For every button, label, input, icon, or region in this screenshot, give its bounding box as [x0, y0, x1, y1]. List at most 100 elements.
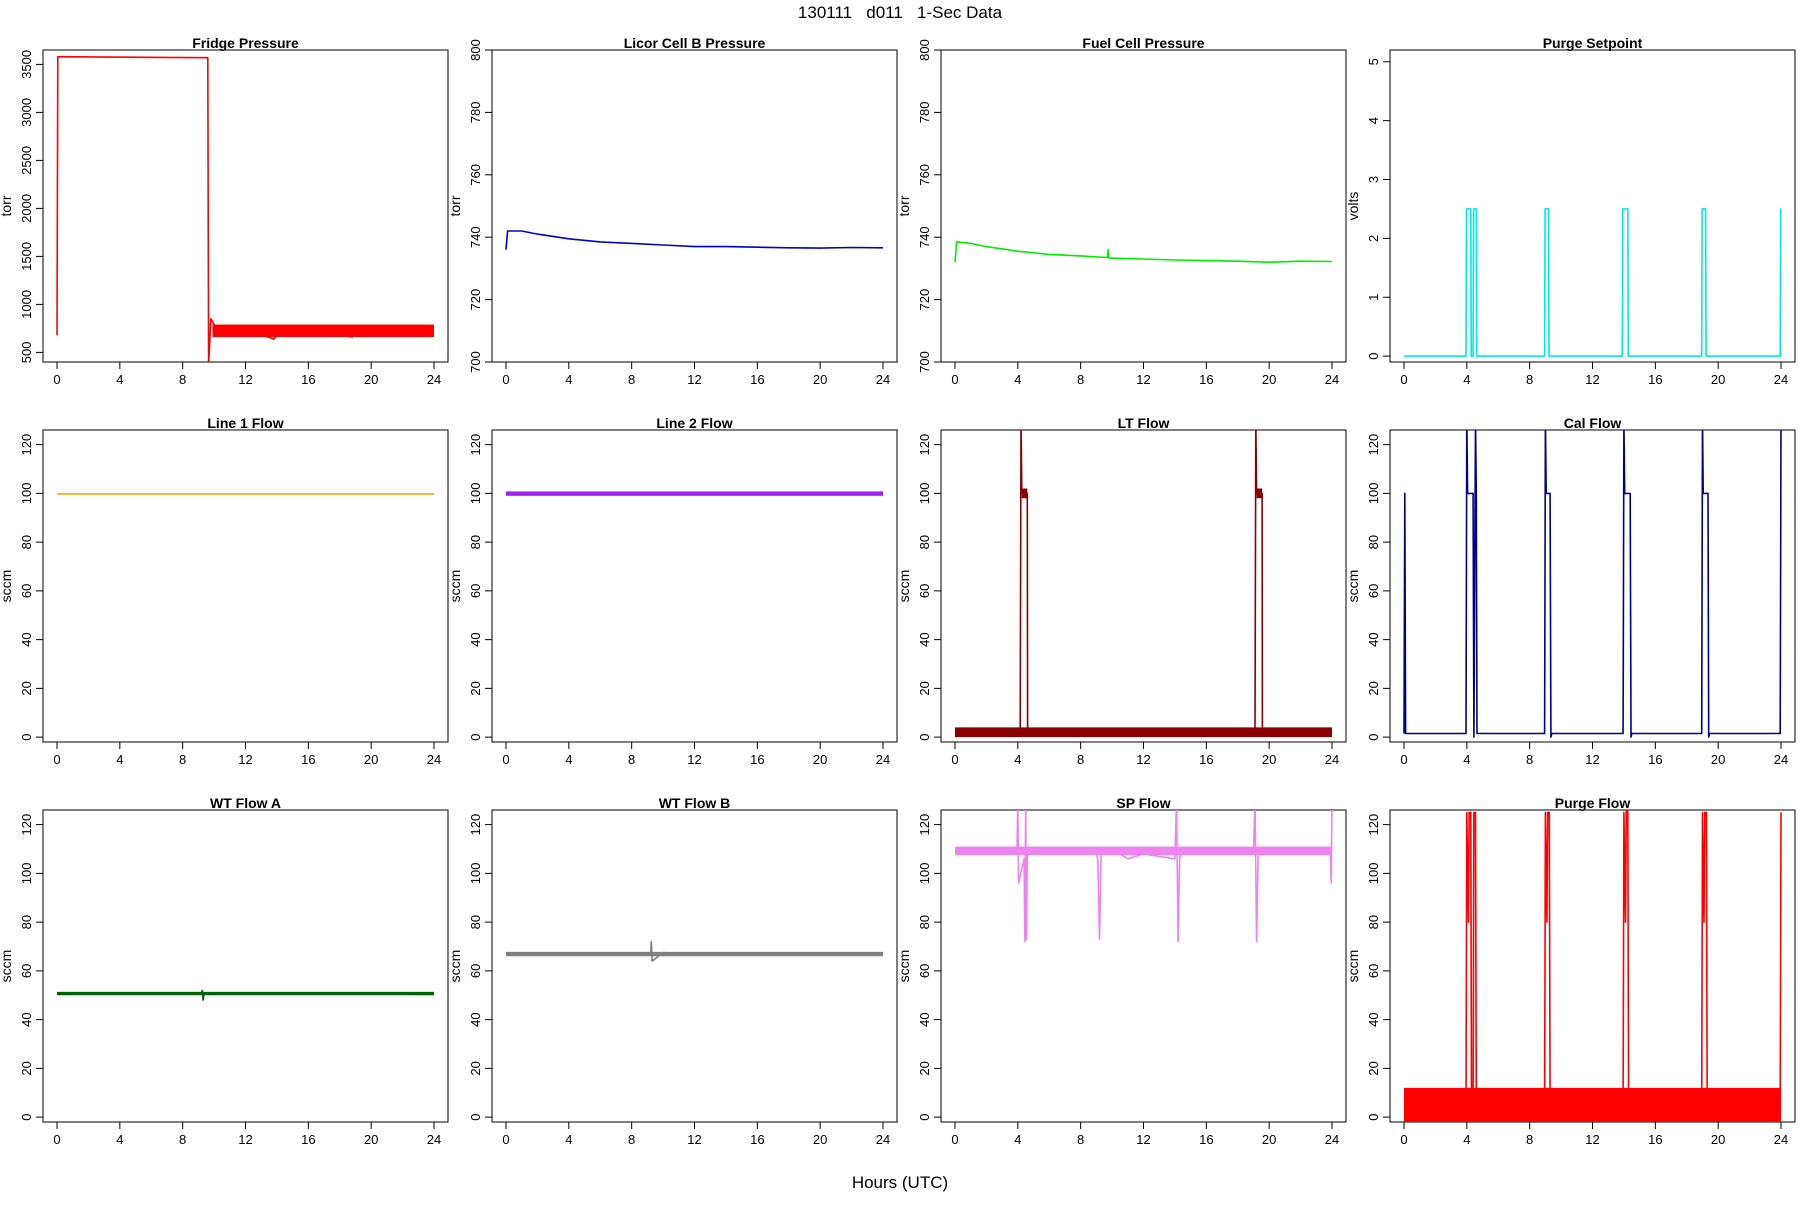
x-tick-label: 20	[364, 1132, 378, 1147]
x-tick-label: 20	[813, 372, 827, 387]
y-tick-label: 800	[468, 39, 483, 61]
x-tick-label: 16	[1648, 1132, 1662, 1147]
plot-frame-purge-setpoint	[1389, 49, 1796, 363]
y-axis-label-fridge-pressure: torr	[0, 195, 14, 216]
x-tick-label: 4	[1014, 372, 1021, 387]
panel-title-wt-flow-b: WT Flow B	[659, 795, 731, 811]
x-tick-label: 4	[1463, 1132, 1470, 1147]
x-tick-label: 8	[628, 752, 635, 767]
y-tick-label: 80	[917, 535, 932, 549]
y-tick-label: 120	[1366, 814, 1381, 836]
x-tick-label: 24	[1325, 752, 1339, 767]
x-tick-label: 8	[1526, 372, 1533, 387]
panel-title-cal-flow: Cal Flow	[1564, 415, 1622, 431]
x-tick-label: 4	[565, 1132, 572, 1147]
x-tick-label: 16	[301, 372, 315, 387]
y-tick-label: 100	[468, 863, 483, 885]
x-tick-label: 16	[301, 1132, 315, 1147]
panel-purge-flow: Purge Flow 0 4 8 12 16 20 24 0 20 40 60 80 100 120 sccm	[1345, 795, 1796, 1147]
panel-wt-flow-b: WT Flow B 0 4 8 12 16 20 24 0 20 40 60 80 100 120 sccm	[447, 795, 898, 1147]
y-tick-label: 60	[1366, 964, 1381, 978]
series-group-purge-setpoint	[1404, 208, 1782, 357]
series-group-licor-cell-b-pressure	[505, 230, 884, 250]
x-tick-label: 8	[1526, 1132, 1533, 1147]
y-tick-label: 2500	[19, 146, 34, 175]
y-tick-label: 60	[19, 964, 34, 978]
x-tick-label: 20	[1711, 372, 1725, 387]
y-tick-label: 5	[1366, 58, 1381, 65]
y-tick-label: 120	[19, 434, 34, 456]
series-line-licor-cell-b-pressure	[505, 230, 884, 250]
y-tick-label: 80	[468, 915, 483, 929]
y-tick-label: 80	[917, 915, 932, 929]
y-tick-label: 120	[19, 814, 34, 836]
y-tick-label: 100	[917, 863, 932, 885]
y-axis-label-purge-setpoint: volts	[1345, 192, 1361, 221]
x-tick-label: 8	[1077, 1132, 1084, 1147]
panel-lt-flow: LT Flow 0 4 8 12 16 20 24 0 20 40 60 80 100 120 sccm	[896, 415, 1347, 767]
x-tick-label: 12	[1136, 372, 1150, 387]
y-tick-label: 20	[1366, 1061, 1381, 1075]
y-tick-label: 120	[468, 434, 483, 456]
x-tick-label: 20	[1262, 372, 1276, 387]
x-tick-label: 8	[1077, 372, 1084, 387]
panel-wt-flow-a: WT Flow A 0 4 8 12 16 20 24 0 20 40 60 80 100 120 sccm	[0, 795, 449, 1147]
y-tick-label: 60	[917, 584, 932, 598]
x-tick-label: 8	[628, 372, 635, 387]
y-tick-label: 760	[468, 164, 483, 186]
series-line-purge-flow	[1404, 810, 1782, 1106]
x-tick-label: 12	[1585, 752, 1599, 767]
y-tick-label: 700	[468, 351, 483, 373]
noise-band	[212, 324, 434, 338]
plot-frame-line-2-flow	[491, 429, 898, 743]
y-tick-label: 60	[917, 964, 932, 978]
x-tick-label: 8	[1526, 752, 1533, 767]
panel-licor-cell-b-pressure: Licor Cell B Pressure 0 4 8 12 16 20 24 700 720 74…	[447, 35, 898, 387]
x-axis-label-box: Hours (UTC)	[0, 1170, 1800, 1196]
series-group-fuel-cell-pressure	[954, 241, 1333, 264]
y-tick-label: 40	[1366, 1012, 1381, 1026]
y-tick-label: 120	[1366, 434, 1381, 456]
x-tick-label: 24	[427, 372, 441, 387]
figure-title: 130111 d011 1-Sec Data	[797, 3, 1003, 22]
y-tick-label: 1000	[19, 290, 34, 319]
y-tick-label: 40	[19, 632, 34, 646]
y-tick-label: 0	[1366, 734, 1381, 741]
y-tick-label: 20	[468, 1061, 483, 1075]
y-tick-label: 20	[1366, 681, 1381, 695]
y-tick-label: 3000	[19, 98, 34, 127]
x-tick-label: 12	[1585, 372, 1599, 387]
x-tick-label: 4	[565, 372, 572, 387]
x-tick-label: 12	[687, 752, 701, 767]
series-line-lt-flow	[955, 430, 1332, 735]
x-tick-label: 0	[53, 1132, 60, 1147]
panel-line-2-flow: Line 2 Flow 0 4 8 12 16 20 24 0 20 40 60 80 100 120 scc…	[447, 415, 898, 767]
x-tick-label: 4	[1014, 1132, 1021, 1147]
y-tick-label: 4	[1366, 117, 1381, 124]
x-tick-label: 0	[951, 372, 958, 387]
y-tick-label: 740	[468, 226, 483, 248]
y-tick-label: 0	[1366, 352, 1381, 359]
x-tick-label: 0	[502, 372, 509, 387]
x-tick-label: 0	[1400, 752, 1407, 767]
noise-band	[955, 846, 1332, 856]
y-axis-label-licor-cell-b-pressure: torr	[447, 195, 463, 216]
x-tick-label: 0	[502, 752, 509, 767]
x-tick-label: 24	[1774, 752, 1788, 767]
panel-title-line-2-flow: Line 2 Flow	[656, 415, 732, 431]
y-tick-label: 20	[19, 1061, 34, 1075]
y-tick-label: 120	[917, 434, 932, 456]
y-tick-label: 0	[468, 1114, 483, 1121]
x-tick-label: 4	[1014, 752, 1021, 767]
x-tick-label: 12	[1136, 1132, 1150, 1147]
y-axis-label-cal-flow: sccm	[1345, 570, 1361, 603]
y-axis-label-purge-flow: sccm	[1345, 950, 1361, 983]
x-tick-label: 20	[813, 1132, 827, 1147]
panel-title-fridge-pressure: Fridge Pressure	[192, 35, 299, 51]
y-tick-label: 2	[1366, 235, 1381, 242]
series-group-fridge-pressure	[56, 55, 435, 362]
y-tick-label: 1	[1366, 294, 1381, 301]
plot-frame-cal-flow	[1389, 429, 1796, 743]
